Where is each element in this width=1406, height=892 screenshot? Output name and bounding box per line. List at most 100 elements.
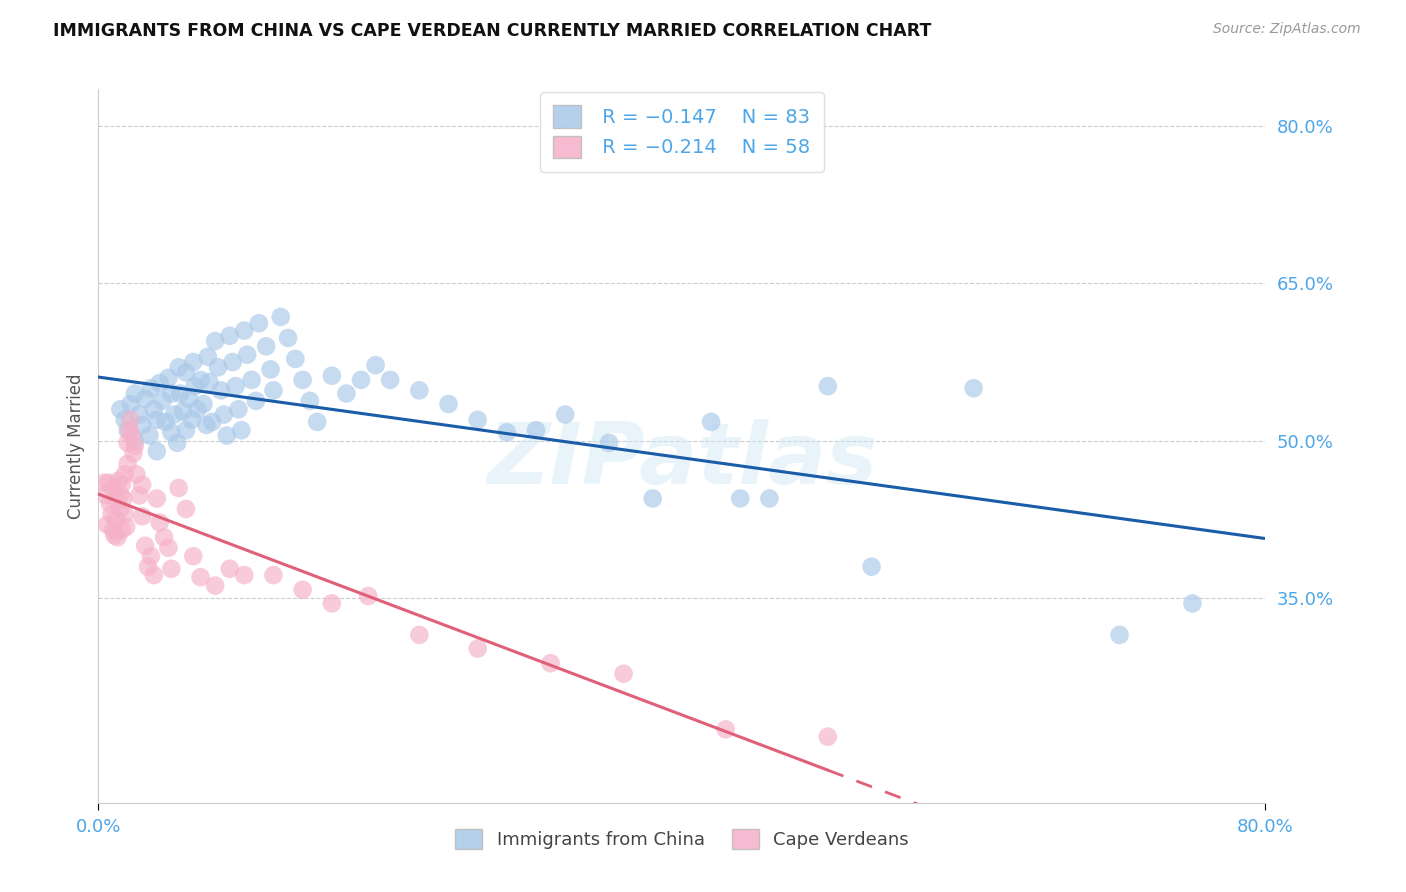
Point: [124, 434, 146, 448]
Point: [134, 392, 156, 406]
Point: [166, 435, 188, 450]
Point: [233, 324, 256, 338]
Point: [146, 491, 169, 506]
Point: [110, 402, 132, 417]
Point: [122, 446, 145, 460]
Point: [121, 428, 143, 442]
Point: [860, 559, 883, 574]
Point: [730, 491, 752, 506]
Point: [350, 373, 373, 387]
Point: [817, 379, 839, 393]
Point: [291, 582, 314, 597]
Point: [174, 423, 197, 437]
Point: [139, 381, 162, 395]
Point: [153, 530, 176, 544]
Point: [125, 467, 148, 482]
Point: [114, 507, 136, 521]
Point: [357, 589, 380, 603]
Point: [181, 549, 204, 564]
Point: [128, 488, 150, 502]
Point: [758, 491, 780, 506]
Point: [195, 417, 218, 432]
Point: [96, 517, 118, 532]
Point: [110, 488, 132, 502]
Point: [103, 528, 125, 542]
Point: [136, 559, 159, 574]
Point: [262, 384, 284, 398]
Point: [183, 379, 205, 393]
Point: [467, 413, 489, 427]
Point: [364, 358, 387, 372]
Point: [262, 568, 284, 582]
Point: [114, 467, 136, 482]
Point: [101, 523, 124, 537]
Point: [321, 368, 343, 383]
Text: ZIPatlas: ZIPatlas: [486, 418, 877, 502]
Point: [169, 386, 191, 401]
Point: [215, 428, 238, 442]
Point: [124, 439, 146, 453]
Point: [128, 408, 150, 422]
Point: [111, 523, 134, 537]
Point: [112, 491, 135, 506]
Point: [408, 628, 430, 642]
Point: [118, 423, 141, 437]
Point: [146, 444, 169, 458]
Point: [181, 355, 204, 369]
Point: [152, 393, 174, 408]
Point: [247, 316, 270, 330]
Point: [174, 366, 197, 380]
Point: [218, 562, 240, 576]
Point: [641, 491, 664, 506]
Point: [321, 596, 343, 610]
Point: [231, 423, 253, 437]
Point: [207, 360, 229, 375]
Point: [291, 373, 314, 387]
Point: [187, 402, 209, 417]
Point: [962, 381, 984, 395]
Point: [108, 474, 131, 488]
Point: [167, 481, 190, 495]
Legend: Immigrants from China, Cape Verdeans: Immigrants from China, Cape Verdeans: [446, 820, 918, 858]
Point: [104, 491, 127, 506]
Point: [190, 373, 212, 387]
Point: [437, 397, 460, 411]
Point: [540, 657, 562, 671]
Point: [245, 393, 267, 408]
Point: [298, 393, 321, 408]
Point: [335, 386, 357, 401]
Point: [111, 478, 134, 492]
Point: [254, 339, 277, 353]
Point: [160, 386, 183, 401]
Point: [204, 578, 226, 592]
Point: [160, 562, 183, 576]
Point: [139, 549, 162, 564]
Point: [177, 392, 200, 406]
Point: [233, 568, 256, 582]
Y-axis label: Currently Married: Currently Married: [67, 373, 86, 519]
Point: [131, 417, 153, 432]
Point: [117, 423, 139, 437]
Point: [270, 310, 292, 324]
Point: [228, 402, 250, 417]
Point: [259, 362, 281, 376]
Point: [225, 379, 247, 393]
Point: [101, 481, 124, 495]
Text: Source: ZipAtlas.com: Source: ZipAtlas.com: [1213, 22, 1361, 37]
Point: [212, 408, 235, 422]
Point: [204, 334, 226, 348]
Point: [110, 502, 132, 516]
Point: [700, 415, 723, 429]
Point: [146, 413, 169, 427]
Point: [157, 541, 180, 555]
Point: [105, 530, 128, 544]
Point: [160, 425, 183, 440]
Point: [714, 723, 737, 737]
Point: [117, 435, 139, 450]
Point: [209, 384, 232, 398]
Point: [524, 423, 547, 437]
Point: [240, 373, 263, 387]
Point: [467, 641, 489, 656]
Point: [149, 376, 172, 390]
Point: [197, 350, 219, 364]
